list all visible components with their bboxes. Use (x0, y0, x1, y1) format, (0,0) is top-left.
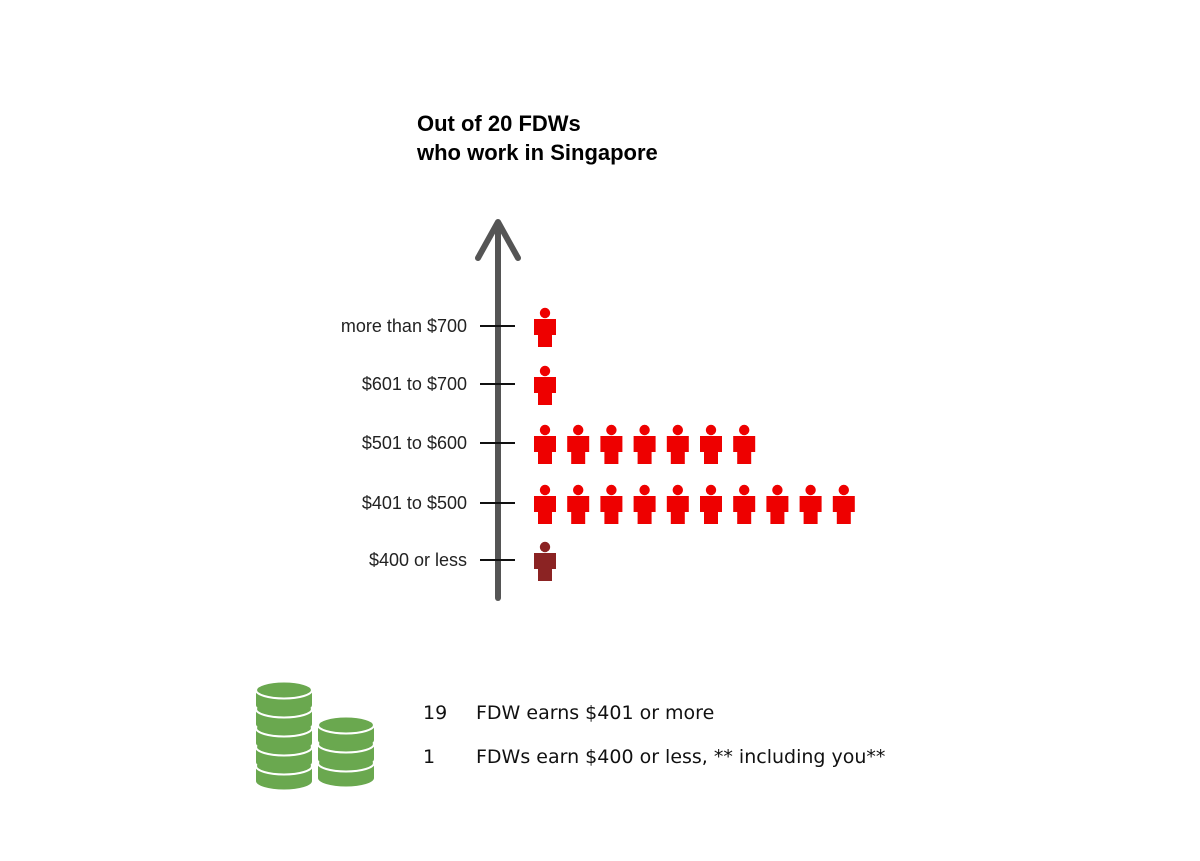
summary-text-2: FDWs earn $400 or less, ** including you… (476, 746, 885, 768)
person-icon (733, 484, 756, 524)
person-icon (534, 484, 556, 524)
y-tick-label: $401 to $500 (362, 493, 467, 513)
person-icon (700, 424, 722, 464)
person-icon (666, 484, 689, 524)
summary-text-1: FDW earns $401 or more (476, 702, 714, 724)
person-icon (666, 424, 689, 464)
person-icon (534, 307, 556, 347)
y-tick-label: $501 to $600 (362, 433, 467, 453)
person-icon (534, 424, 556, 464)
person-icon (700, 484, 722, 524)
person-icons (534, 307, 855, 581)
chart-title-line-2: who work in Singapore (416, 140, 658, 165)
summary-count-2: 1 (423, 746, 435, 768)
person-icon (534, 541, 556, 581)
person-icon (600, 424, 623, 464)
y-axis-arrowhead (475, 219, 521, 261)
y-tick-label: $400 or less (369, 550, 467, 570)
y-tick-label: more than $700 (341, 316, 467, 336)
summary-row-2: 1 FDWs earn $400 or less, ** including y… (423, 746, 885, 768)
summary-row-1: 19 FDW earns $401 or more (423, 702, 714, 724)
person-icon (832, 484, 855, 524)
person-icon (733, 424, 756, 464)
chart-title-line-1: Out of 20 FDWs (417, 111, 581, 136)
person-icon (799, 484, 822, 524)
person-icon (534, 365, 556, 405)
coin-stack-icon (255, 680, 375, 790)
person-icon (633, 484, 656, 524)
person-icon (766, 484, 789, 524)
y-tick-label: $601 to $700 (362, 374, 467, 394)
summary-count-1: 19 (423, 702, 447, 724)
person-icon (567, 484, 590, 524)
person-icon (633, 424, 656, 464)
person-icon (600, 484, 623, 524)
y-axis-ticks: $400 or less $401 to $500 $501 to $600 $601… (341, 316, 515, 570)
person-icon (567, 424, 590, 464)
